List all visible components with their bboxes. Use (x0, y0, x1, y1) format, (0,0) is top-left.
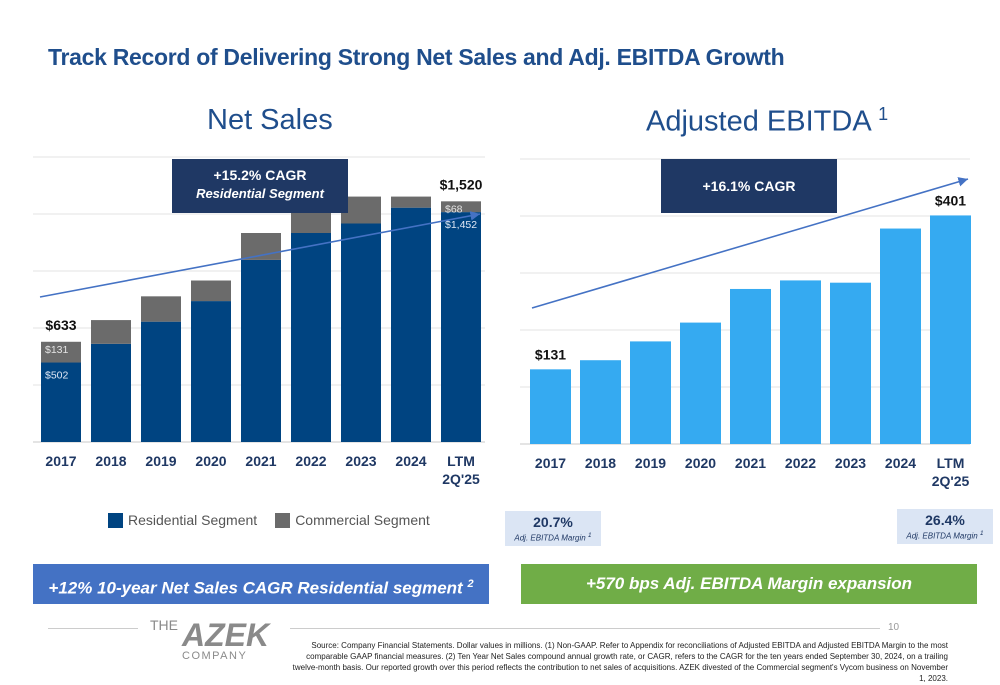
ns-bar-residential-segment-3 (191, 301, 231, 442)
ebitda-margin-end-footnote: 1 (979, 530, 984, 537)
eb-xtick-7: 2024 (885, 455, 916, 471)
ns-bar-residential-segment-0 (41, 362, 81, 442)
ns-bar-residential-segment-5 (291, 233, 331, 442)
eb-xtick-4: 2021 (735, 455, 766, 471)
logo-the: THE (150, 617, 178, 633)
eb-xtick-2: 2019 (635, 455, 666, 471)
ns-total-label-8: $1,520 (440, 176, 483, 192)
ns-bar-commercial-segment-3 (191, 280, 231, 302)
eb-bar-value-0 (530, 369, 571, 444)
eb-total-label-0: $131 (535, 346, 566, 362)
eb-total-label-8: $401 (935, 192, 966, 208)
page-number: 10 (888, 622, 900, 633)
ns-xtick-3: 2020 (195, 453, 226, 469)
legend-swatch-residential (108, 512, 123, 528)
page-title: Track Record of Delivering Strong Net Sa… (48, 44, 785, 70)
ns-bar-residential-segment-1 (91, 343, 131, 442)
azek-logo: THE AZEK COMPANY (140, 612, 280, 662)
eb-bar-value-8 (930, 215, 971, 444)
ns-total-label-0: $633 (45, 317, 76, 333)
ebitda-subtitle: Adjusted EBITDA 1 (646, 104, 888, 139)
footer-source-note: Source: Company Financial Statements. Do… (292, 641, 948, 683)
ebitda-trend-arrow (531, 177, 969, 309)
legend-residential-label: Residential Segment (128, 512, 258, 528)
ns-bar-residential-segment-8 (441, 212, 481, 442)
ebitda-margin-start: 20.7% Adj. EBITDA Margin 1 (505, 511, 601, 546)
footer-rule-left (48, 628, 138, 629)
ebitda-margin-start-value: 20.7% (533, 514, 573, 530)
eb-xtick-5: 2022 (785, 455, 816, 471)
eb-bar-value-1 (580, 360, 621, 444)
ebitda-margin-start-label: Adj. EBITDA Margin 1 (505, 532, 601, 543)
ns-bar-residential-segment-4 (241, 259, 281, 442)
ebitda-margin-start-footnote: 1 (587, 532, 592, 539)
eb-xtick-8: LTM 2Q'25 (932, 455, 970, 489)
eb-bar-value-5 (780, 280, 821, 444)
ns-xtick-8: LTM 2Q'25 (442, 453, 480, 487)
eb-bar-value-7 (880, 228, 921, 444)
eb-bar-value-2 (630, 341, 671, 444)
eb-xtick-3: 2020 (685, 455, 716, 471)
net-sales-cagr-segment: Residential Segment (196, 186, 324, 201)
net-sales-banner-text: +12% 10-year Net Sales CAGR Residential … (48, 578, 463, 598)
ns-xtick-6: 2023 (345, 453, 376, 469)
ebitda-margin-end-label-text: Adj. EBITDA Margin (906, 531, 978, 541)
eb-bar-value-4 (730, 288, 771, 444)
net-sales-chart: 2017 $633 2018 2019 2020 2021 2022 2023 2024 LTM 2… (33, 156, 485, 487)
ebitda-subtitle-footnote: 1 (878, 104, 889, 124)
azek-logo-graphic: THE AZEK COMPANY (150, 617, 272, 662)
ns-xtick-2: 2019 (145, 453, 176, 469)
ns-bar-commercial-segment-8 (441, 201, 481, 213)
eb-xtick-6: 2023 (835, 455, 866, 471)
ebitda-margin-start-label-text: Adj. EBITDA Margin (514, 533, 586, 543)
ns-bar-commercial-segment-0 (41, 341, 81, 363)
logo-company: COMPANY (182, 650, 247, 660)
ns-commercial-label-8: $68 (445, 203, 463, 215)
ebitda-chart: 2017 $131 2018 2019 2020 2021 2022 2023 2024 LTM 2… (520, 158, 971, 489)
ns-bar-commercial-segment-1 (91, 320, 131, 344)
ns-bar-commercial-segment-7 (391, 196, 431, 208)
eb-bar-value-3 (680, 322, 721, 444)
ns-residential-label-8: $1,452 (445, 219, 477, 231)
net-sales-cagr-banner: +12% 10-year Net Sales CAGR Residential … (33, 564, 489, 604)
ns-residential-label-0: $502 (45, 370, 69, 382)
legend-swatch-commercial (275, 512, 291, 528)
logo-name: AZEK (181, 617, 272, 653)
net-sales-cagr-callout: +15.2% CAGR Residential Segment (172, 159, 348, 213)
ns-xtick-1: 2018 (95, 453, 126, 469)
net-sales-trend-arrow (39, 211, 481, 298)
ns-xtick-5: 2022 (295, 453, 326, 469)
net-sales-banner-footnote: 2 (467, 578, 474, 590)
ns-bar-residential-segment-2 (141, 321, 181, 442)
net-sales-legend: Residential Segment Commercial Segment (108, 512, 430, 528)
legend-commercial-label: Commercial Segment (295, 512, 430, 528)
ebitda-margin-end-label: Adj. EBITDA Margin 1 (897, 530, 993, 541)
ns-bar-residential-segment-6 (341, 223, 381, 442)
eb-xtick-1: 2018 (585, 455, 616, 471)
ns-bar-residential-segment-7 (391, 207, 431, 442)
ebitda-margin-end: 26.4% Adj. EBITDA Margin 1 (897, 509, 993, 544)
eb-xtick-0: 2017 (535, 455, 566, 471)
ebitda-cagr-callout: +16.1% CAGR (661, 159, 837, 213)
ns-bar-commercial-segment-2 (141, 296, 181, 322)
eb-bar-value-6 (830, 282, 871, 444)
ns-xtick-0: 2017 (45, 453, 76, 469)
footer-rule-right (290, 628, 880, 629)
net-sales-cagr-value: +15.2% CAGR (213, 167, 307, 183)
ns-commercial-label-0: $131 (45, 344, 69, 356)
net-sales-subtitle: Net Sales (207, 104, 333, 136)
ns-xtick-4: 2021 (245, 453, 276, 469)
ns-xtick-7: 2024 (395, 453, 426, 469)
ebitda-margin-end-value: 26.4% (925, 512, 965, 528)
ebitda-subtitle-text: Adjusted EBITDA (646, 105, 871, 138)
ebitda-margin-banner: +570 bps Adj. EBITDA Margin expansion (521, 564, 977, 604)
